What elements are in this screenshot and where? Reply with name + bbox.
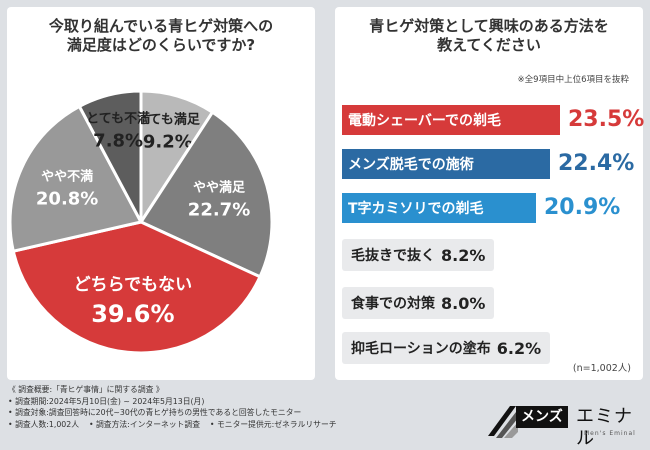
logo-eminal-text: エミナル (576, 406, 633, 449)
bar-label-4: 毛抜きで抜く (351, 248, 435, 264)
survey-provider: • モニター提供元:ゼネラルリサーチ (209, 419, 337, 429)
bar-value-5: 8.0% (441, 293, 486, 313)
bar-label-3: T字カミソリでの剃毛 (348, 201, 484, 217)
pie-category-label-2: やや満足 (193, 179, 246, 195)
survey-overview: 《 調査概要:「青ヒゲ事情」に関する調査 》 • 調査期間:2024年5月10日… (8, 384, 337, 430)
interest-panel: 青ヒゲ対策として興味のある方法を 教えてください ※全9項目中上位6項目を抜粋 … (335, 7, 645, 380)
bar-3: T字カミソリでの剃毛 (342, 193, 536, 223)
pie-category-label-1: とても満足 (136, 112, 201, 128)
pie-category-label-5: とても不満 (86, 110, 150, 126)
survey-count-method: • 調査人数:1,002人 • 調査方法:インターネット調査 • モニター提供元… (8, 419, 337, 431)
logo-emblem-icon (488, 406, 518, 438)
logo-subtext: Men's Eminal (584, 430, 636, 437)
survey-target: • 調査対象:調査回答時に20代~30代の青ヒゲ持ちの男性であると回答したモニタ… (8, 408, 302, 417)
satisfaction-pie-chart: とても満足 9.2% やや満足 22.7% どちらでもない 39.6% やや不満 20.8% と… (8, 89, 274, 355)
bar-label-5: 食事での対策 (351, 296, 435, 312)
bar-1: 電動シェーバーでの剃毛 (342, 105, 560, 135)
bar-value-4: 8.2% (441, 245, 486, 265)
pie-value-label-4: 20.8% (36, 188, 98, 209)
pie-value-label-5: 7.8% (93, 130, 143, 151)
satisfaction-panel: 今取り組んでいる青ヒゲ対策への 満足度はどのくらいですか? とても満足 9.2% や… (7, 7, 315, 380)
bar-value-1: 23.5% (568, 107, 645, 132)
sample-size-note: (n=1,002人) (572, 363, 631, 374)
pie-slice-3 (11, 220, 262, 355)
bar-value-6: 6.2% (496, 338, 542, 358)
pie-category-label-4: やや不満 (41, 168, 93, 184)
survey-method: • 調査方法:インターネット調査 (88, 419, 200, 429)
logo-mens-text: メンズ (516, 406, 568, 428)
bar-2: メンズ脱毛での施術 (342, 149, 550, 179)
survey-heading: 《 調査概要:「青ヒゲ事情」に関する調査 》 (8, 385, 164, 394)
survey-period: • 調査期間:2024年5月10日(金) ~ 2024年5月13日(月) (8, 396, 205, 406)
bar-4: 毛抜きで抜く 8.2% (342, 239, 495, 271)
survey-count: • 調査人数:1,002人 (8, 419, 80, 429)
pie-value-label-2: 22.7% (188, 199, 250, 220)
bar-label-1: 電動シェーバーでの剃毛 (348, 113, 502, 129)
bar-value-3: 20.9% (544, 195, 621, 220)
pie-slice-4 (8, 104, 144, 253)
bar-5: 食事での対策 8.0% (342, 287, 495, 319)
bar-6: 抑毛ローションの塗布 6.2% (342, 332, 551, 364)
pie-slice-5 (77, 89, 143, 223)
mens-eminal-logo: メンズ エミナル Men's Eminal (486, 400, 646, 449)
excerpt-note: ※全9項目中上位6項目を抜粋 (517, 75, 629, 85)
pie-value-label-3: 39.6% (91, 300, 174, 328)
bar-label-6: 抑毛ローションの塗布 (351, 341, 491, 357)
pie-value-label-1: 9.2% (143, 132, 193, 153)
satisfaction-title: 今取り組んでいる青ヒゲ対策への 満足度はどのくらいですか? (48, 17, 274, 54)
interest-title: 青ヒゲ対策として興味のある方法を 教えてください (369, 17, 609, 54)
bar-value-2: 22.4% (558, 151, 635, 176)
bar-label-2: メンズ脱毛での施術 (348, 157, 474, 173)
pie-category-label-3: どちらでもない (74, 275, 193, 295)
